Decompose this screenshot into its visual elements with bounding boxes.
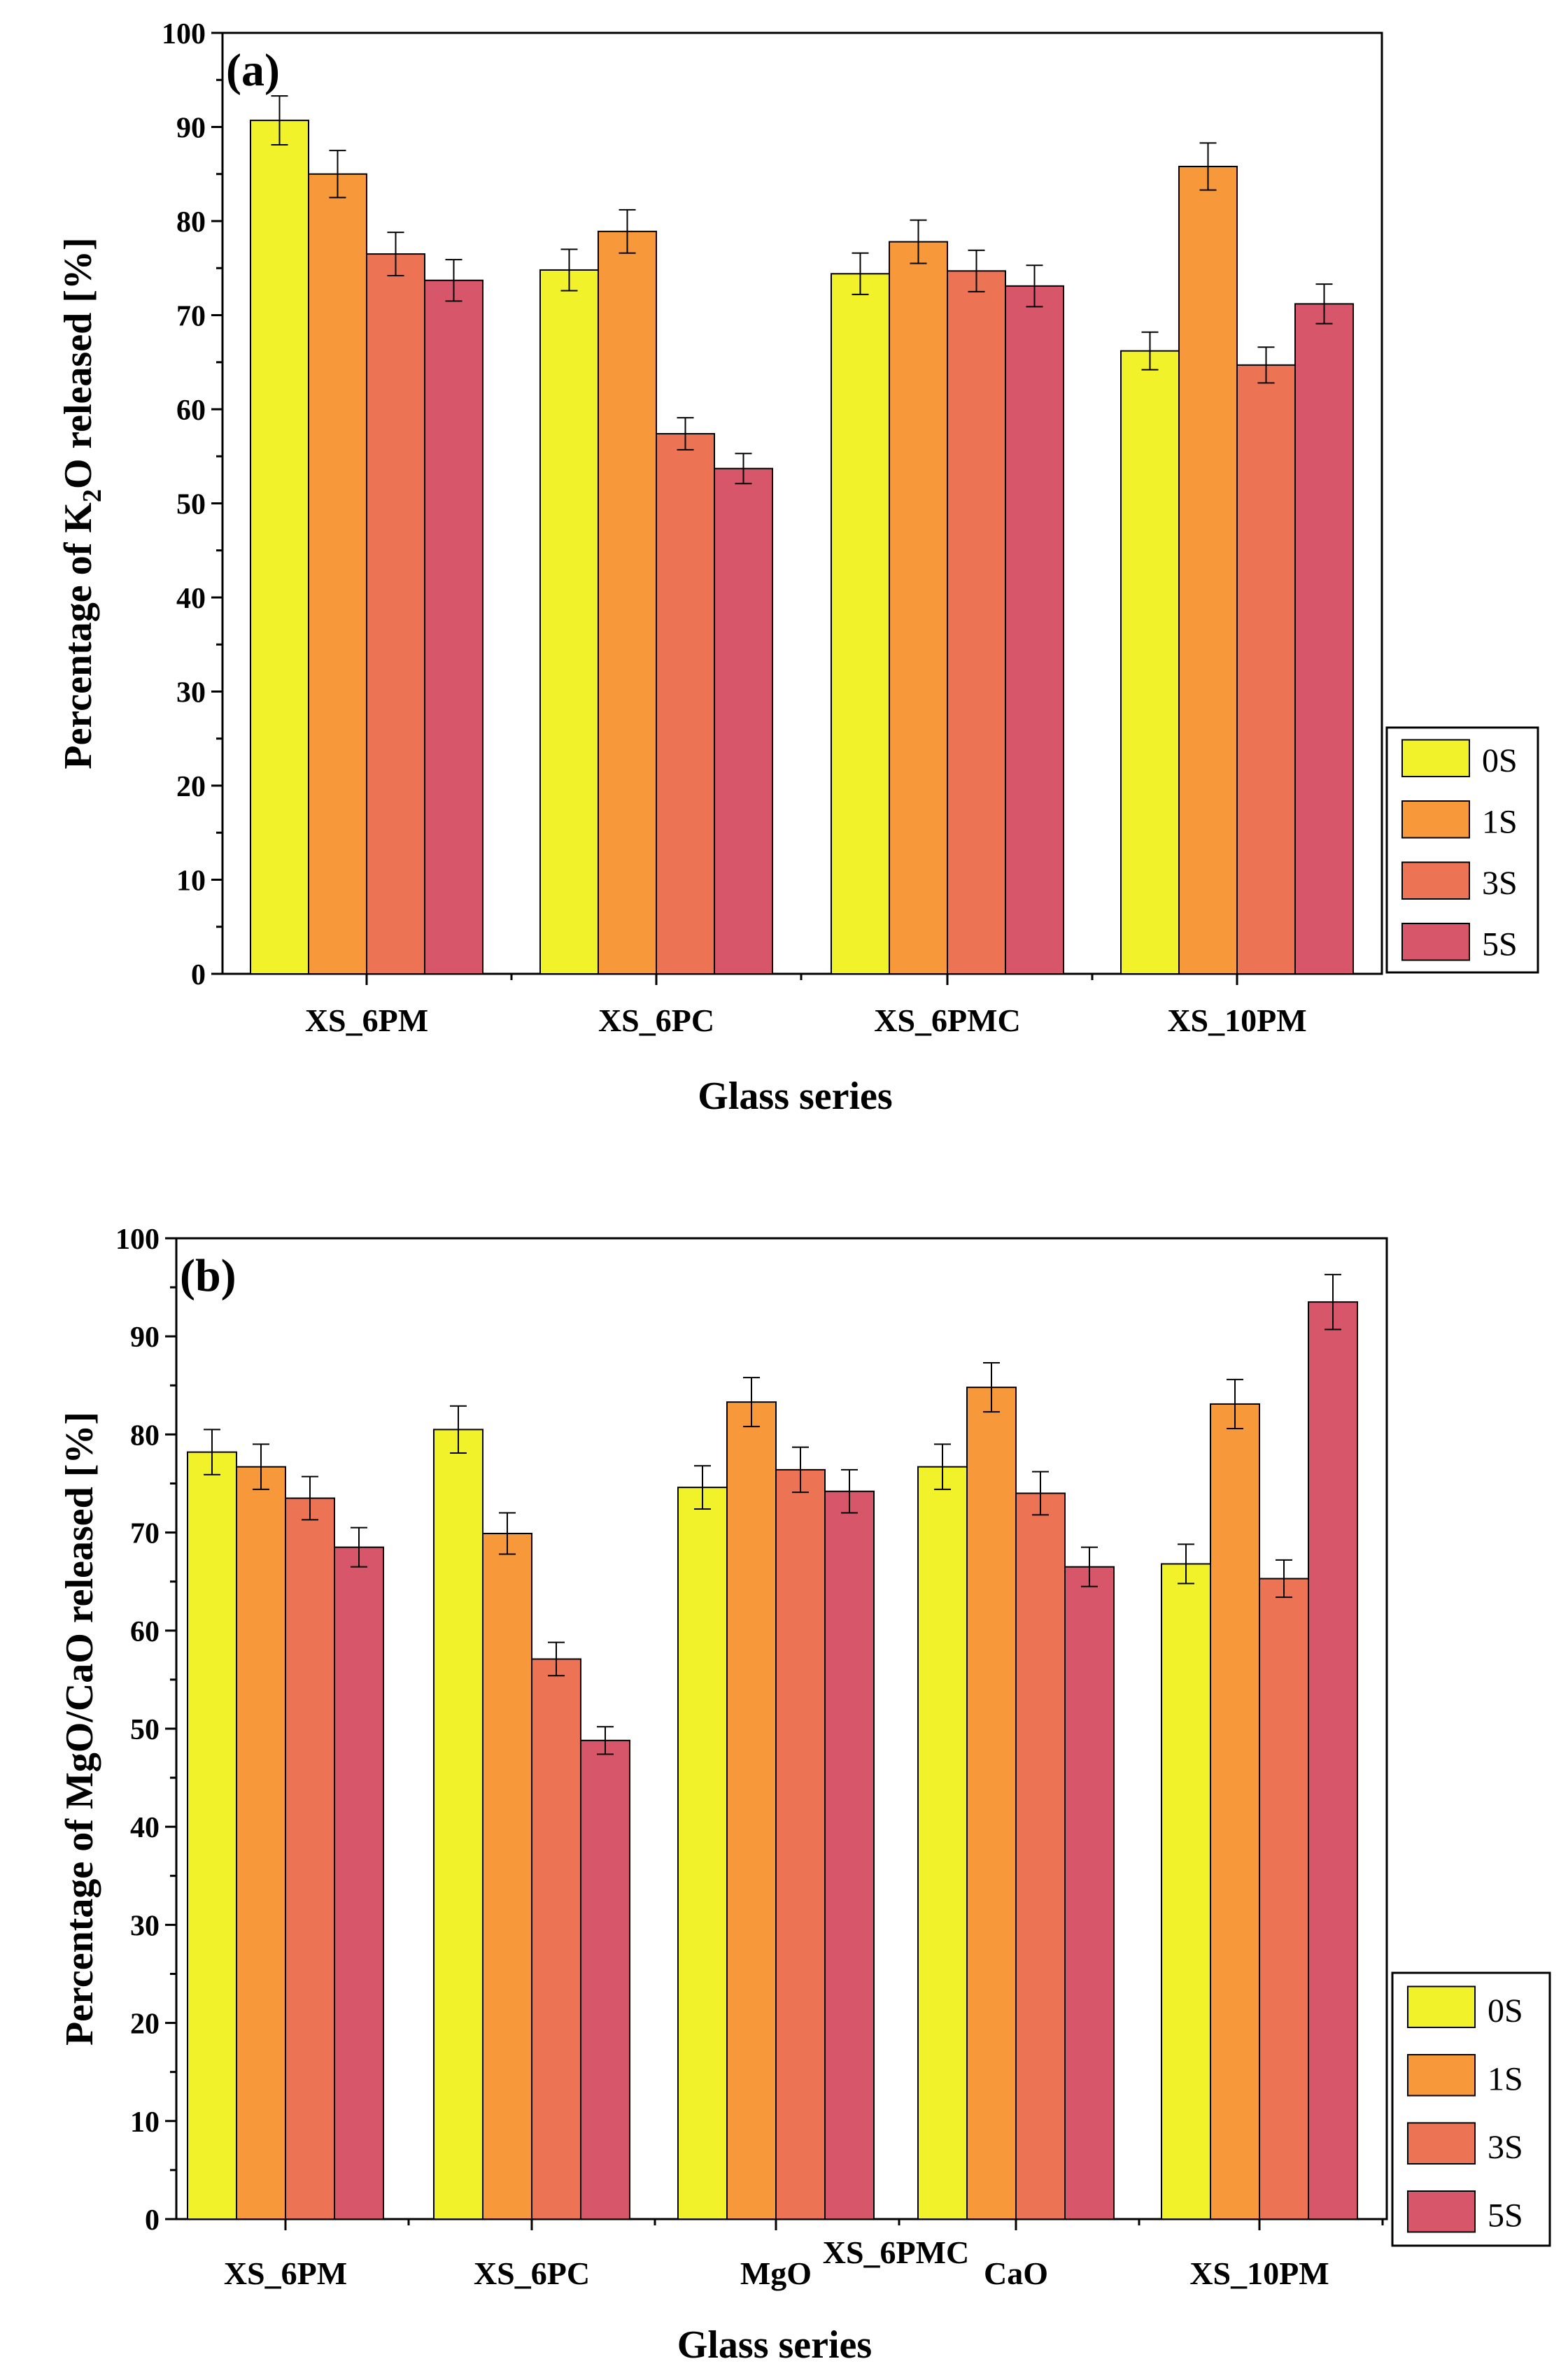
bar-0S-CaO [917,1466,968,2220]
bar-5S-CaO [1064,1566,1115,2220]
bar-3S-XS_10PM [1236,364,1296,975]
legend-label-5S: 5S [1482,926,1518,963]
x-tick-label: MgO [740,2255,812,2291]
y-tick-label: 40 [176,583,206,615]
legend-swatch-3S [1401,861,1470,900]
y-tick-label: 0 [191,959,206,991]
legend-swatch-0S [1407,1985,1476,2028]
legend-label-1S: 1S [1482,804,1518,841]
bar-5S-XS_6PM [334,1546,384,2220]
x-tick-label: XS_6PMC [874,1003,1021,1038]
bar-5S-XS_6PM [424,279,483,975]
y-tick-label: 60 [130,1616,160,1648]
legend-label-3S: 3S [1488,2129,1523,2166]
bar-1S-XS_6PM [308,173,367,975]
legend-label-5S: 5S [1488,2197,1523,2234]
y-tick-label: 60 [176,395,206,427]
x-tick-label: CaO [984,2255,1048,2291]
bar-3S-MgO [775,1468,826,2220]
bar-1S-MgO [726,1401,777,2220]
y-tick-label: 50 [130,1714,160,1746]
y-tick-label: 80 [176,206,206,239]
y-tick-label: 20 [130,2009,160,2041]
legend-swatch-5S [1401,923,1470,961]
legend-swatch-0S [1401,739,1470,777]
y-tick-label: 100 [115,1224,160,1256]
bar-0S-XS_6PC [539,269,599,975]
bar-0S-XS_6PC [433,1429,483,2220]
y-tick-label: 100 [162,18,206,50]
legend: 0S 1S 3S 5S [1385,726,1539,974]
x-tick-label: XS_6PC [474,2255,590,2291]
x-tick-label: XS_10PM [1167,1003,1306,1038]
bar-0S-MgO [677,1487,728,2220]
legend-swatch-3S [1407,2122,1476,2165]
y-tick-label: 50 [176,489,206,521]
y-axis-title: Percentage of K2O released [%] [57,237,107,769]
bar-3S-XS_6PC [531,1658,581,2220]
bar-3S-XS_6PM [366,253,425,975]
y-tick-label: 80 [130,1419,160,1452]
bar-0S-XS_6PM [187,1451,237,2220]
x-tick-label: XS_6PM [224,2255,347,2291]
legend-label-1S: 1S [1488,2061,1523,2098]
bar-5S-MgO [824,1490,875,2220]
bar-0S-XS_10PM [1161,1563,1211,2220]
bar-1S-XS_10PM [1178,165,1238,975]
bar-5S-XS_6PC [580,1739,630,2220]
y-tick-label: 10 [130,2106,160,2139]
y-tick-label: 0 [145,2204,160,2237]
x-axis-title: Glass series [677,2323,872,2367]
bar-1S-XS_6PMC [889,241,948,975]
y-tick-label: 90 [130,1322,160,1354]
bar-1S-XS_6PC [598,230,657,975]
y-tick-label: 40 [130,1812,160,1844]
bar-3S-XS_10PM [1259,1578,1309,2220]
bar-3S-XS_6PC [656,432,715,975]
bar-0S-XS_6PMC [831,273,890,975]
legend-label-3S: 3S [1482,865,1518,902]
y-tick-label: 90 [176,113,206,145]
y-tick-label: 70 [130,1518,160,1550]
bar-5S-XS_6PC [714,467,773,975]
panel-label: (b) [180,1250,236,1301]
bar-0S-XS_6PM [250,120,309,975]
legend-swatch-1S [1407,2054,1476,2097]
legend-swatch-5S [1407,2190,1476,2233]
y-tick-label: 10 [176,865,206,898]
bar-5S-XS_10PM [1308,1301,1358,2220]
bar-0S-XS_10PM [1120,350,1180,975]
x-tick-label: XS_10PM [1189,2255,1329,2291]
x-tick-label: XS_6PM [305,1003,428,1038]
y-tick-label: 30 [130,1910,160,1942]
chart-panel-a: 0 10 20 30 40 50 60 70 80 90 100 XS_6PM XS_6PC XS_6PM… [57,18,1539,1118]
legend: 0S 1S 3S 5S [1391,1971,1551,2247]
y-axis-title: Percentage of MgO/CaO released [%] [58,1412,101,2046]
bar-5S-XS_6PMC [1005,285,1064,975]
chart-panel-b: 0 10 20 30 40 50 60 70 80 90 100 XS_6PM XS_6PC MgO CaO… [58,1224,1551,2367]
legend-swatch-1S [1401,800,1470,839]
bar-5S-XS_10PM [1294,303,1354,975]
bar-3S-XS_6PM [285,1497,335,2220]
bar-1S-CaO [966,1387,1017,2220]
y-tick-label: 30 [176,677,206,709]
x-tick-label: XS_6PC [598,1003,714,1038]
bar-1S-XS_6PC [482,1533,532,2220]
x-group-label: XS_6PMC [823,2234,970,2270]
y-tick-label: 70 [176,301,206,333]
legend-label-0S: 0S [1482,742,1518,779]
y-tick-label: 20 [176,771,206,803]
bar-1S-XS_10PM [1210,1403,1260,2220]
x-axis-title: Glass series [698,1075,892,1118]
bar-1S-XS_6PM [236,1466,286,2220]
panel-label: (a) [226,45,280,96]
bar-3S-CaO [1015,1492,1066,2220]
legend-label-0S: 0S [1488,1992,1523,2030]
bar-3S-XS_6PMC [947,270,1006,975]
